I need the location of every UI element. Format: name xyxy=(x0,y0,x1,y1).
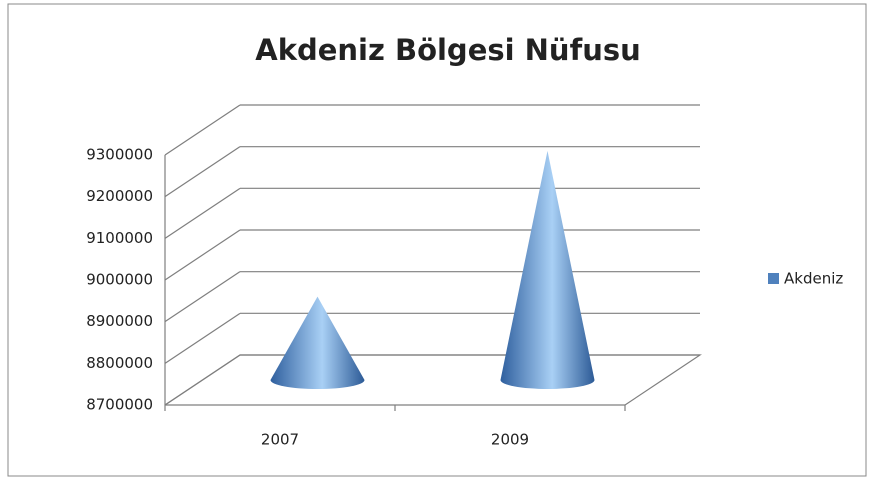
grid-line xyxy=(164,146,241,198)
grid-line xyxy=(164,354,241,406)
floor xyxy=(164,354,702,406)
x-tick-label: 2009 xyxy=(491,431,529,449)
y-tick-label: 9100000 xyxy=(86,229,153,247)
y-tick-label: 8800000 xyxy=(86,354,153,372)
legend-label: Akdeniz xyxy=(784,270,843,288)
y-tick-label: 8700000 xyxy=(86,396,153,414)
chart-title: Akdeniz Bölgesi Nüfusu xyxy=(255,33,641,67)
cone xyxy=(500,150,595,389)
grid-line xyxy=(164,229,241,281)
grid-line xyxy=(164,271,241,323)
cone xyxy=(270,296,365,389)
y-tick-label: 9300000 xyxy=(86,146,153,164)
grid-line xyxy=(164,187,241,239)
grid-line xyxy=(164,312,241,364)
chart-border xyxy=(7,3,867,477)
legend-swatch xyxy=(768,273,779,284)
y-tick-label: 9200000 xyxy=(86,187,153,205)
y-tick-label: 9000000 xyxy=(86,271,153,289)
y-tick-label: 8900000 xyxy=(86,312,153,330)
x-tick-label: 2007 xyxy=(261,431,299,449)
grid-line xyxy=(164,104,241,156)
